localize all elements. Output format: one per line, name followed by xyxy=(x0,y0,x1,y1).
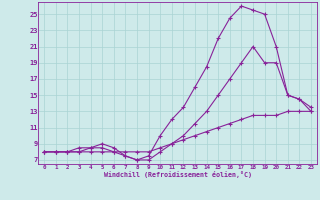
X-axis label: Windchill (Refroidissement éolien,°C): Windchill (Refroidissement éolien,°C) xyxy=(104,171,252,178)
